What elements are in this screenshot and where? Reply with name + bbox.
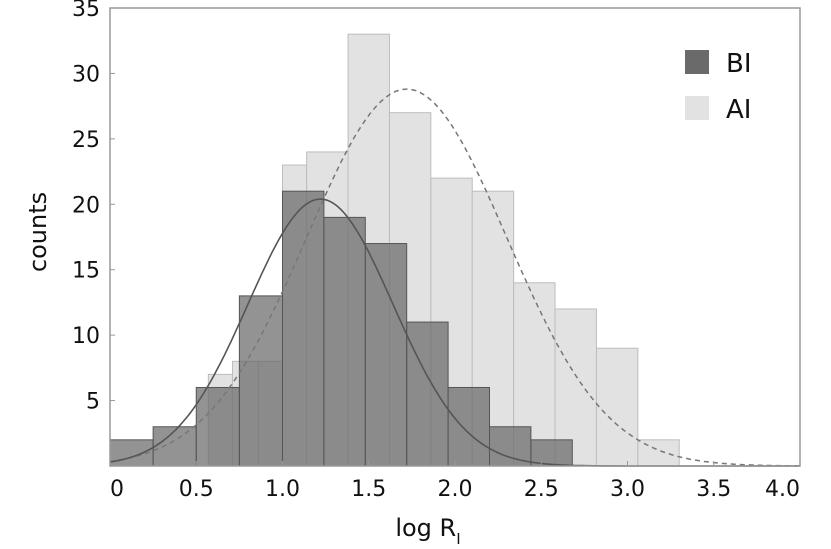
- legend-label-ai: AI: [726, 95, 751, 125]
- x-tick-label-4: 2.0: [438, 477, 473, 502]
- legend-swatch-ai: [685, 96, 709, 120]
- legend: BI AI: [685, 49, 752, 125]
- y-tick-label-2: 15: [72, 259, 100, 284]
- x-tick-label-3: 1.5: [351, 477, 386, 502]
- ai-bar-11: [595, 347, 639, 467]
- x-tick-label-7: 3.5: [696, 477, 731, 502]
- y-axis-title: counts: [24, 192, 52, 272]
- x-tick-label-1: 0.5: [179, 477, 214, 502]
- ai-fit-curve: [109, 88, 800, 467]
- bi-bar-9: [489, 426, 532, 467]
- bi-bar-7: [406, 321, 449, 467]
- y-tick-label-5: 30: [72, 62, 100, 87]
- y-axis-ticks: 5 10 15 20 25 30 35: [72, 0, 115, 415]
- bi-bar-10: [530, 439, 573, 467]
- bi-bar-4: [282, 190, 325, 467]
- bi-bar-3: [238, 295, 283, 467]
- y-tick-label-0: 5: [86, 390, 100, 415]
- bi-bars: [109, 190, 573, 467]
- x-axis-title-main: log R: [395, 514, 456, 542]
- x-axis-title: log RI: [395, 514, 460, 548]
- bi-bar-5: [323, 216, 366, 467]
- x-axis-title-subscript: I: [456, 530, 460, 548]
- bi-bar-8: [447, 386, 491, 467]
- x-tick-label-2: 1.0: [265, 477, 300, 502]
- y-tick-label-4: 25: [72, 128, 100, 153]
- bi-bar-1: [152, 426, 197, 467]
- x-tick-label-0: 0: [110, 477, 124, 502]
- y-tick-label-6: 35: [72, 0, 100, 22]
- bi-bar-2: [195, 386, 240, 467]
- x-tick-label-6: 3.0: [610, 477, 645, 502]
- x-tick-label-5: 2.5: [524, 477, 559, 502]
- y-tick-label-3: 20: [72, 193, 100, 218]
- y-tick-label-1: 10: [72, 324, 100, 349]
- x-tick-label-8: 4.0: [765, 477, 800, 502]
- legend-swatch-bi: [685, 50, 709, 74]
- x-axis-ticks: 0 0.5 1.0 1.5 2.0 2.5 3.0 3.5 4.0: [109, 461, 801, 502]
- bi-bar-6: [364, 243, 408, 467]
- legend-label-bi: BI: [726, 49, 752, 79]
